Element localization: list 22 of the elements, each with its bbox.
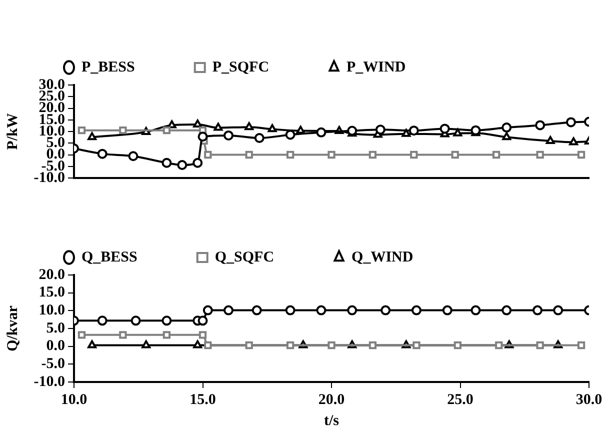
y-tick-label: -10.0 — [34, 374, 65, 390]
y-tick-label: 0.0 — [46, 338, 65, 354]
x-tick-label: 20.0 — [318, 392, 345, 408]
y-axis-title: P/kW — [4, 113, 21, 150]
y-tick-label: -10.0 — [34, 170, 65, 186]
legend-label: Q_WIND — [352, 249, 414, 266]
legend-label: P_WIND — [346, 59, 406, 76]
x-tick-label: 25.0 — [447, 392, 474, 408]
legend-label: Q_SQFC — [214, 249, 274, 266]
legend-label: P_BESS — [82, 59, 135, 76]
y-tick-label: 20.0 — [38, 266, 65, 283]
x-tick-label: 10.0 — [60, 392, 88, 408]
legend-label: Q_BESS — [82, 249, 138, 266]
y-tick-label: -5.0 — [41, 356, 65, 372]
y-tick-label: 15.0 — [38, 284, 65, 301]
y-axis-title: Q/kvar — [4, 305, 21, 352]
x-tick-label: 15.0 — [190, 392, 216, 408]
y-tick-label: 10.0 — [38, 302, 65, 319]
y-tick-label: 5.0 — [46, 320, 65, 336]
x-axis-title: t/s — [324, 412, 340, 429]
x-tick-label: 30.0 — [576, 392, 602, 408]
legend-label: P_SQFC — [212, 59, 270, 76]
